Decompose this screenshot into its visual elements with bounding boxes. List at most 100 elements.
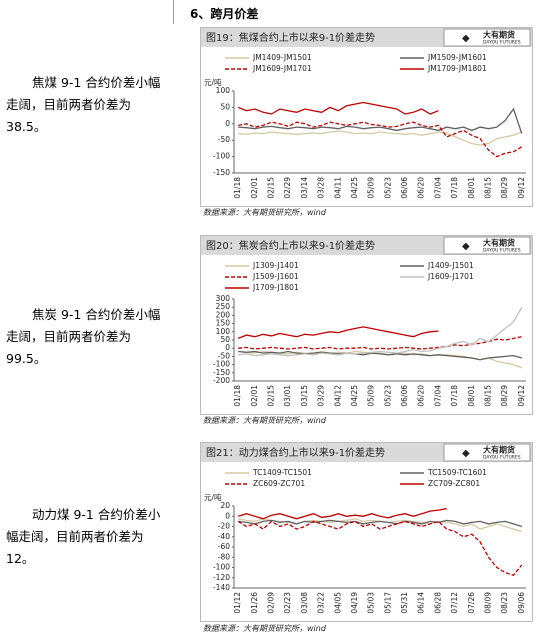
x-tick-label: 08/09 <box>483 592 492 614</box>
paragraph: 动力煤 9-1 合约价差小幅走阔，目前两者价差为 12。 <box>6 507 161 566</box>
y-tick-label: -150 <box>213 368 230 377</box>
y-tick-label: -50 <box>218 351 230 360</box>
chart-title: 图21：动力煤合约上市以来9-1价差走势 <box>206 446 385 459</box>
legend-label: JM1409-JM1501 <box>252 53 312 62</box>
x-tick-label: 05/03 <box>367 592 376 614</box>
y-tick-label: -140 <box>213 583 230 592</box>
series-line <box>238 121 523 158</box>
series-line <box>238 306 523 357</box>
chart-frame <box>200 27 533 207</box>
y-tick-label: 200 <box>216 310 231 319</box>
paragraph: 焦煤 9-1 合约价差小幅走阔，目前两者价差为 38.5。 <box>6 75 161 134</box>
x-tick-label: 08/15 <box>483 177 492 199</box>
logo-cn: 大有期货 <box>483 445 515 455</box>
x-tick-label: 06/06 <box>400 177 409 199</box>
legend-label: J1409-J1501 <box>427 261 474 270</box>
y-tick-label: 20 <box>220 501 230 510</box>
x-tick-label: 07/04 <box>433 385 442 407</box>
logo-box <box>443 443 531 462</box>
y-tick-label: 100 <box>216 86 231 95</box>
x-tick-label: 05/31 <box>400 592 409 614</box>
x-tick-label: 08/01 <box>467 177 476 199</box>
legend-label: J1709-J1801 <box>252 283 299 292</box>
logo-cn: 大有期货 <box>483 238 515 248</box>
x-tick-label: 03/14 <box>300 177 309 199</box>
x-tick-label: 07/12 <box>450 592 459 614</box>
y-tick-label: 0 <box>225 119 230 128</box>
x-tick-label: 01/26 <box>250 592 259 614</box>
logo-mark: ◆ <box>462 241 470 252</box>
y-tick-label: 150 <box>216 319 231 328</box>
logo-box <box>443 236 531 255</box>
x-tick-label: 07/18 <box>450 385 459 407</box>
x-tick-label: 06/06 <box>400 385 409 407</box>
x-tick-label: 04/19 <box>350 592 359 614</box>
x-tick-label: 02/09 <box>267 592 276 614</box>
y-tick-label: -200 <box>213 376 230 385</box>
x-tick-label: 08/23 <box>500 592 509 614</box>
x-tick-label: 04/12 <box>333 385 342 407</box>
x-tick-label: 01/18 <box>233 177 242 199</box>
paragraph: 焦炭 9-1 合约价差小幅走阔，目前两者价差为 99.5。 <box>6 307 161 366</box>
x-tick-label: 08/15 <box>483 385 492 407</box>
legend-label: J1509-J1601 <box>252 272 299 281</box>
y-tick-label: -150 <box>213 168 230 177</box>
y-tick-label: -100 <box>213 563 230 572</box>
logo-cn: 大有期货 <box>483 30 515 40</box>
x-tick-label: 06/20 <box>417 385 426 407</box>
x-tick-label: 07/04 <box>433 177 442 199</box>
legend-label: J1609-J1701 <box>427 272 474 281</box>
series-line <box>238 507 447 520</box>
logo-en: DAYOU FUTURES <box>483 455 521 461</box>
y-tick-label: -120 <box>213 573 230 582</box>
x-tick-label: 03/22 <box>317 592 326 614</box>
x-tick-label: 01/12 <box>233 592 242 614</box>
x-tick-label: 09/06 <box>517 592 526 614</box>
legend-label: ZC609-ZC701 <box>253 479 305 488</box>
x-tick-label: 01/18 <box>233 385 242 407</box>
x-tick-label: 03/29 <box>317 385 326 407</box>
x-tick-label: 05/23 <box>383 385 392 407</box>
x-tick-label: 03/15 <box>300 385 309 407</box>
y-tick-label: -50 <box>218 135 230 144</box>
x-tick-label: 06/14 <box>417 592 426 614</box>
x-tick-label: 06/28 <box>433 592 442 614</box>
series-line <box>237 326 439 340</box>
series-line <box>238 350 522 361</box>
chart-frame <box>200 442 533 622</box>
source: 数据来源：大有期货研究所，wind <box>203 624 326 633</box>
chart-title: 图20：焦炭合约上市以来9-1价差走势 <box>206 239 375 252</box>
x-tick-label: 09/12 <box>517 385 526 407</box>
x-tick-label: 02/23 <box>283 592 292 614</box>
series-line <box>238 107 523 134</box>
x-tick-label: 02/15 <box>267 177 276 199</box>
y-tick-label: -100 <box>213 360 230 369</box>
divider <box>173 0 174 24</box>
x-tick-label: 04/05 <box>333 592 342 614</box>
series-line <box>238 130 523 146</box>
x-tick-label: 02/01 <box>250 385 259 407</box>
x-tick-label: 05/23 <box>383 177 392 199</box>
y-tick-label: 300 <box>216 294 231 303</box>
y-axis-label: 元/吨 <box>204 492 222 502</box>
logo-en: DAYOU FUTURES <box>483 40 521 46</box>
y-axis-label: 元/吨 <box>204 77 222 87</box>
x-tick-label: 08/29 <box>500 177 509 199</box>
y-tick-label: -80 <box>218 552 230 561</box>
y-tick-label: 0 <box>225 511 230 520</box>
source: 数据来源：大有期货研究所，wind <box>203 416 326 425</box>
x-tick-label: 06/20 <box>417 177 426 199</box>
x-tick-label: 04/25 <box>350 177 359 199</box>
y-tick-label: 50 <box>220 102 230 111</box>
x-tick-label: 09/12 <box>517 177 526 199</box>
section-title: 6、跨月价差 <box>190 7 259 21</box>
x-tick-label: 02/15 <box>267 385 276 407</box>
legend-label: TC1509-TC1601 <box>427 468 487 477</box>
series-line <box>238 519 522 528</box>
legend-label: JM1509-JM1601 <box>427 53 487 62</box>
source: 数据来源：大有期货研究所，wind <box>203 208 326 217</box>
x-tick-label: 03/08 <box>300 592 309 614</box>
